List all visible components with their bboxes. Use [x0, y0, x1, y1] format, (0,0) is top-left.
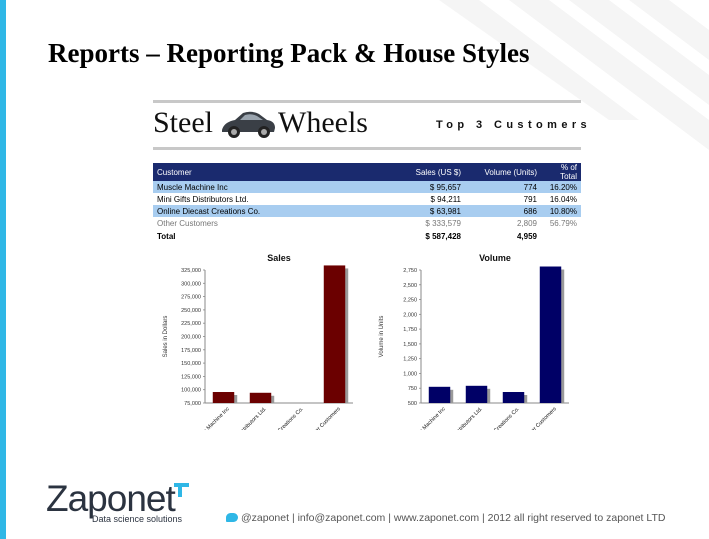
bar — [539, 266, 562, 403]
cell-volume: 2,809 — [516, 218, 537, 228]
cell-volume: 791 — [523, 194, 537, 204]
sales-chart: Sales 75,000 100,000 125,000 150,000 175,000 2… — [153, 250, 363, 430]
cell-total-label: Total — [157, 231, 176, 241]
col-percent: % of Total — [541, 163, 581, 181]
y-tick-label: 200,000 — [181, 335, 201, 341]
background-stripes — [439, 0, 709, 150]
sales-chart-svg: Sales 75,000 100,000 125,000 150,000 175,000 2… — [163, 253, 353, 430]
volume-chart: Volume 500 750 1,000 1,250 1,500 1,750 2,000 2,2… — [369, 250, 579, 430]
logo-mark-stem — [178, 487, 182, 497]
twitter-icon — [226, 513, 238, 522]
table-row: Muscle Machine Inc $ 95,657 774 16.20% — [153, 181, 581, 193]
cell-volume: 686 — [465, 205, 541, 217]
footer-contact: @zaponet | info@zaponet.com | www.zapone… — [226, 512, 665, 524]
y-tick-label: 100,000 — [181, 388, 201, 394]
cell-customer: Muscle Machine Inc — [153, 181, 393, 193]
y-tick-label: 2,750 — [403, 268, 417, 274]
y-tick-label: 1,250 — [403, 357, 417, 363]
car-icon — [222, 111, 275, 138]
y-tick-label: 225,000 — [181, 321, 201, 327]
y-tick-label: 750 — [408, 386, 417, 392]
y-tick-label: 2,000 — [403, 312, 417, 318]
cell-customer: Online Diecast Creations Co. — [153, 205, 393, 217]
cell-total-sales: $ 587,428 — [425, 231, 461, 241]
report-header: Steel Wheels Top 3 Customers — [153, 100, 587, 150]
table-row: Other Customers $ 333,579 2,809 56.79% — [153, 217, 581, 229]
cell-sales: $ 63,981 — [393, 205, 465, 217]
volume-chart-svg: Volume 500 750 1,000 1,250 1,500 1,750 2,000 2,2… — [379, 253, 569, 430]
cell-percent: 10.80% — [541, 205, 581, 217]
y-tick-label: 325,000 — [181, 268, 201, 274]
logo-text-wheels: Wheels — [278, 106, 368, 139]
bar — [323, 265, 346, 403]
cell-percent: 16.04% — [549, 194, 577, 204]
cell-sales: $ 94,211 — [430, 194, 461, 204]
x-tick-label: Other Customers — [524, 406, 558, 430]
cell-sales: $ 333,579 — [425, 218, 461, 228]
y-tick-label: 150,000 — [181, 361, 201, 367]
y-axis-label: Sales in Dollars — [163, 316, 169, 358]
y-tick-label: 1,500 — [403, 342, 417, 348]
y-tick-label: 250,000 — [181, 308, 201, 314]
y-tick-label: 1,750 — [403, 327, 417, 333]
contact-text: @zaponet | info@zaponet.com | www.zapone… — [241, 512, 666, 524]
report-image: Steel Wheels Top 3 Customers Customer Sa… — [153, 100, 587, 430]
table-row: Online Diecast Creations Co. $ 63,981 68… — [153, 205, 581, 217]
x-tick-label: Other Customers — [308, 406, 342, 430]
cell-customer: Other Customers — [157, 218, 218, 228]
cell-volume: 774 — [465, 181, 541, 193]
table-row: Mini Gifts Distributors Ltd. $ 94,211 79… — [153, 193, 581, 205]
x-tick-label: Muscle Machine Inc — [192, 406, 231, 430]
y-tick-label: 175,000 — [181, 348, 201, 354]
y-tick-label: 275,000 — [181, 295, 201, 301]
y-tick-label: 2,250 — [403, 298, 417, 304]
y-tick-label: 300,000 — [181, 281, 201, 287]
y-tick-label: 500 — [408, 401, 417, 407]
cell-percent: 56.79% — [549, 218, 577, 228]
col-volume: Volume (Units) — [465, 163, 541, 181]
logo-mark — [174, 483, 189, 487]
y-axis-label: Volume in Units — [379, 316, 385, 358]
y-tick-label: 2,500 — [403, 283, 417, 289]
y-tick-label: 75,000 — [184, 401, 201, 407]
col-sales: Sales (US $) — [393, 163, 465, 181]
y-tick-label: 1,000 — [403, 371, 417, 377]
cell-customer: Mini Gifts Distributors Ltd. — [157, 194, 249, 204]
slide-title: Reports – Reporting Pack & House Styles — [48, 38, 530, 68]
report-title: Top 3 Customers — [436, 119, 592, 131]
accent-bar — [0, 0, 6, 539]
customer-table: Customer Sales (US $) Volume (Units) % o… — [153, 163, 581, 243]
zaponet-logo: Zaponet Data science solutions — [46, 478, 196, 528]
logo-text-steel: Steel — [153, 106, 213, 139]
cell-sales: $ 95,657 — [393, 181, 465, 193]
cell-total-volume: 4,959 — [516, 231, 537, 241]
chart-title: Volume — [479, 253, 511, 263]
x-tick-label: Muscle Machine Inc — [408, 406, 447, 430]
chart-title: Sales — [267, 253, 291, 263]
bar — [249, 392, 272, 403]
bar — [212, 392, 235, 403]
logo-wordmark: Zaponet — [46, 478, 176, 519]
col-customer: Customer — [153, 163, 393, 181]
y-tick-label: 125,000 — [181, 374, 201, 380]
cell-percent: 16.20% — [541, 181, 581, 193]
bar — [465, 385, 488, 403]
bar — [502, 392, 525, 403]
table-total-row: Total $ 587,428 4,959 — [153, 229, 581, 243]
table-header-row: Customer Sales (US $) Volume (Units) % o… — [153, 163, 581, 181]
logo-tagline: Data science solutions — [92, 514, 183, 524]
bar — [428, 386, 451, 403]
